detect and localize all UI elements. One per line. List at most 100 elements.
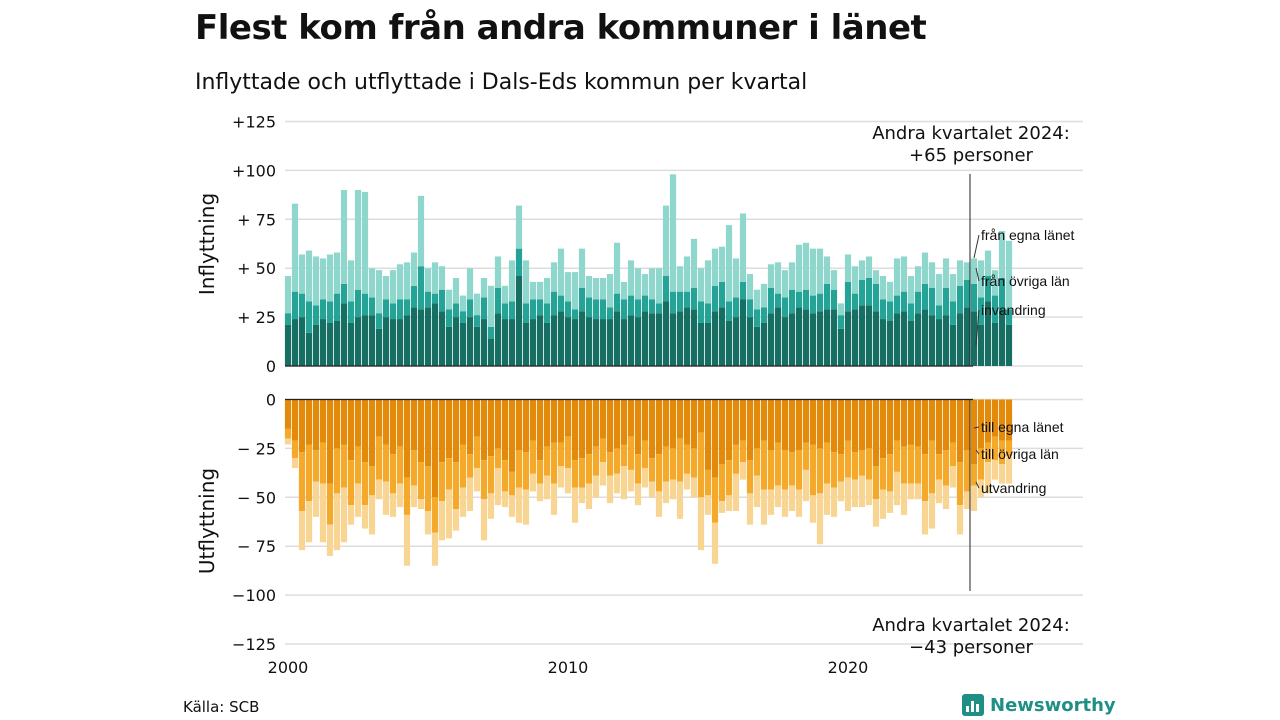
bar-segment bbox=[606, 399, 614, 453]
bar-segment bbox=[319, 483, 327, 543]
bar-segment bbox=[704, 469, 712, 496]
bar-segment bbox=[417, 399, 425, 463]
legend-leader bbox=[975, 267, 980, 282]
bar-segment bbox=[403, 299, 411, 316]
bar-segment bbox=[284, 276, 292, 314]
bar-segment bbox=[739, 440, 747, 463]
bar-segment bbox=[410, 285, 418, 308]
bar-segment bbox=[361, 315, 369, 366]
bar-segment bbox=[711, 248, 719, 286]
bar-segment bbox=[361, 191, 369, 294]
bar-segment bbox=[837, 328, 845, 366]
bar-segment bbox=[536, 399, 544, 461]
bar-segment bbox=[858, 450, 866, 476]
bar-segment bbox=[340, 303, 348, 366]
bar-segment bbox=[312, 481, 320, 517]
bar-segment bbox=[991, 399, 999, 437]
bar-segment bbox=[515, 399, 523, 451]
bar-segment bbox=[522, 303, 530, 323]
bar-segment bbox=[305, 301, 313, 333]
bar-segment bbox=[599, 399, 607, 439]
bar-segment bbox=[683, 256, 691, 292]
bar-segment bbox=[305, 501, 313, 543]
bar-segment bbox=[410, 485, 418, 508]
y-tick-label: 0 bbox=[266, 391, 276, 410]
bar-segment bbox=[459, 295, 467, 312]
bar-segment bbox=[438, 289, 446, 312]
bar-segment bbox=[844, 399, 852, 441]
bar-segment bbox=[578, 311, 586, 366]
bar-segment bbox=[690, 477, 698, 498]
bar-segment bbox=[592, 299, 600, 320]
bar-segment bbox=[886, 301, 894, 322]
bar-segment bbox=[431, 399, 439, 498]
bar-segment bbox=[949, 399, 957, 443]
bar-segment bbox=[382, 299, 390, 318]
newsworthy-logo: Newsworthy bbox=[962, 694, 1116, 716]
bar-segment bbox=[998, 231, 1006, 278]
bar-segment bbox=[823, 283, 831, 310]
y-tick-label: − 75 bbox=[237, 537, 276, 556]
legend-label: invandring bbox=[981, 302, 1046, 318]
bar-segment bbox=[592, 475, 600, 498]
bar-segment bbox=[585, 297, 593, 318]
bar-segment bbox=[319, 258, 327, 300]
bar-segment bbox=[851, 293, 859, 310]
bar-segment bbox=[725, 495, 733, 511]
bar-segment bbox=[788, 289, 796, 314]
bar-segment bbox=[851, 479, 859, 508]
bar-segment bbox=[424, 399, 432, 467]
bar-segment bbox=[396, 299, 404, 320]
bar-segment bbox=[760, 399, 768, 441]
bar-segment bbox=[543, 446, 551, 476]
bar-segment bbox=[865, 277, 873, 306]
bar-segment bbox=[606, 452, 614, 476]
bar-segment bbox=[683, 473, 691, 490]
y-tick-label: −100 bbox=[232, 586, 276, 605]
bar-segment bbox=[473, 315, 481, 327]
bar-segment bbox=[501, 303, 509, 320]
bar-segment bbox=[340, 283, 348, 304]
bar-segment bbox=[536, 281, 544, 300]
bar-segment bbox=[291, 458, 299, 468]
bar-segment bbox=[375, 399, 383, 437]
bar-segment bbox=[403, 514, 411, 566]
bar-segment bbox=[977, 399, 985, 449]
bar-segment bbox=[494, 287, 502, 314]
bar-segment bbox=[361, 293, 369, 316]
bar-segment bbox=[508, 319, 516, 366]
bar-segment bbox=[928, 262, 936, 288]
legend-label: utvandring bbox=[981, 480, 1046, 496]
bar-segment bbox=[816, 399, 824, 449]
bar-segment bbox=[613, 473, 621, 494]
bar-segment bbox=[963, 450, 971, 492]
bar-segment bbox=[585, 483, 593, 510]
bar-segment bbox=[585, 454, 593, 484]
bar-segment bbox=[445, 289, 453, 310]
bar-segment bbox=[655, 303, 663, 314]
bar-segment bbox=[991, 460, 999, 480]
bar-segment bbox=[347, 260, 355, 302]
bar-segment bbox=[816, 493, 824, 545]
bar-segment bbox=[494, 467, 502, 506]
bar-segment bbox=[697, 432, 705, 498]
bar-segment bbox=[886, 321, 894, 366]
bar-segment bbox=[753, 448, 761, 476]
bar-segment bbox=[802, 399, 810, 443]
bar-segment bbox=[998, 277, 1006, 310]
bar-segment bbox=[984, 399, 992, 443]
bar-segment bbox=[354, 289, 362, 318]
bar-segment bbox=[858, 475, 866, 508]
bar-segment bbox=[515, 205, 523, 249]
bar-segment bbox=[564, 301, 572, 318]
bar-segment bbox=[403, 315, 411, 366]
bar-segment bbox=[851, 399, 859, 453]
bar-segment bbox=[473, 399, 481, 437]
bar-segment bbox=[445, 326, 453, 366]
bar-segment bbox=[501, 399, 509, 461]
bar-segment bbox=[564, 467, 572, 494]
bar-segment bbox=[984, 462, 992, 494]
bar-segment bbox=[977, 297, 985, 325]
bar-segment bbox=[893, 258, 901, 296]
bar-segment bbox=[606, 274, 614, 308]
